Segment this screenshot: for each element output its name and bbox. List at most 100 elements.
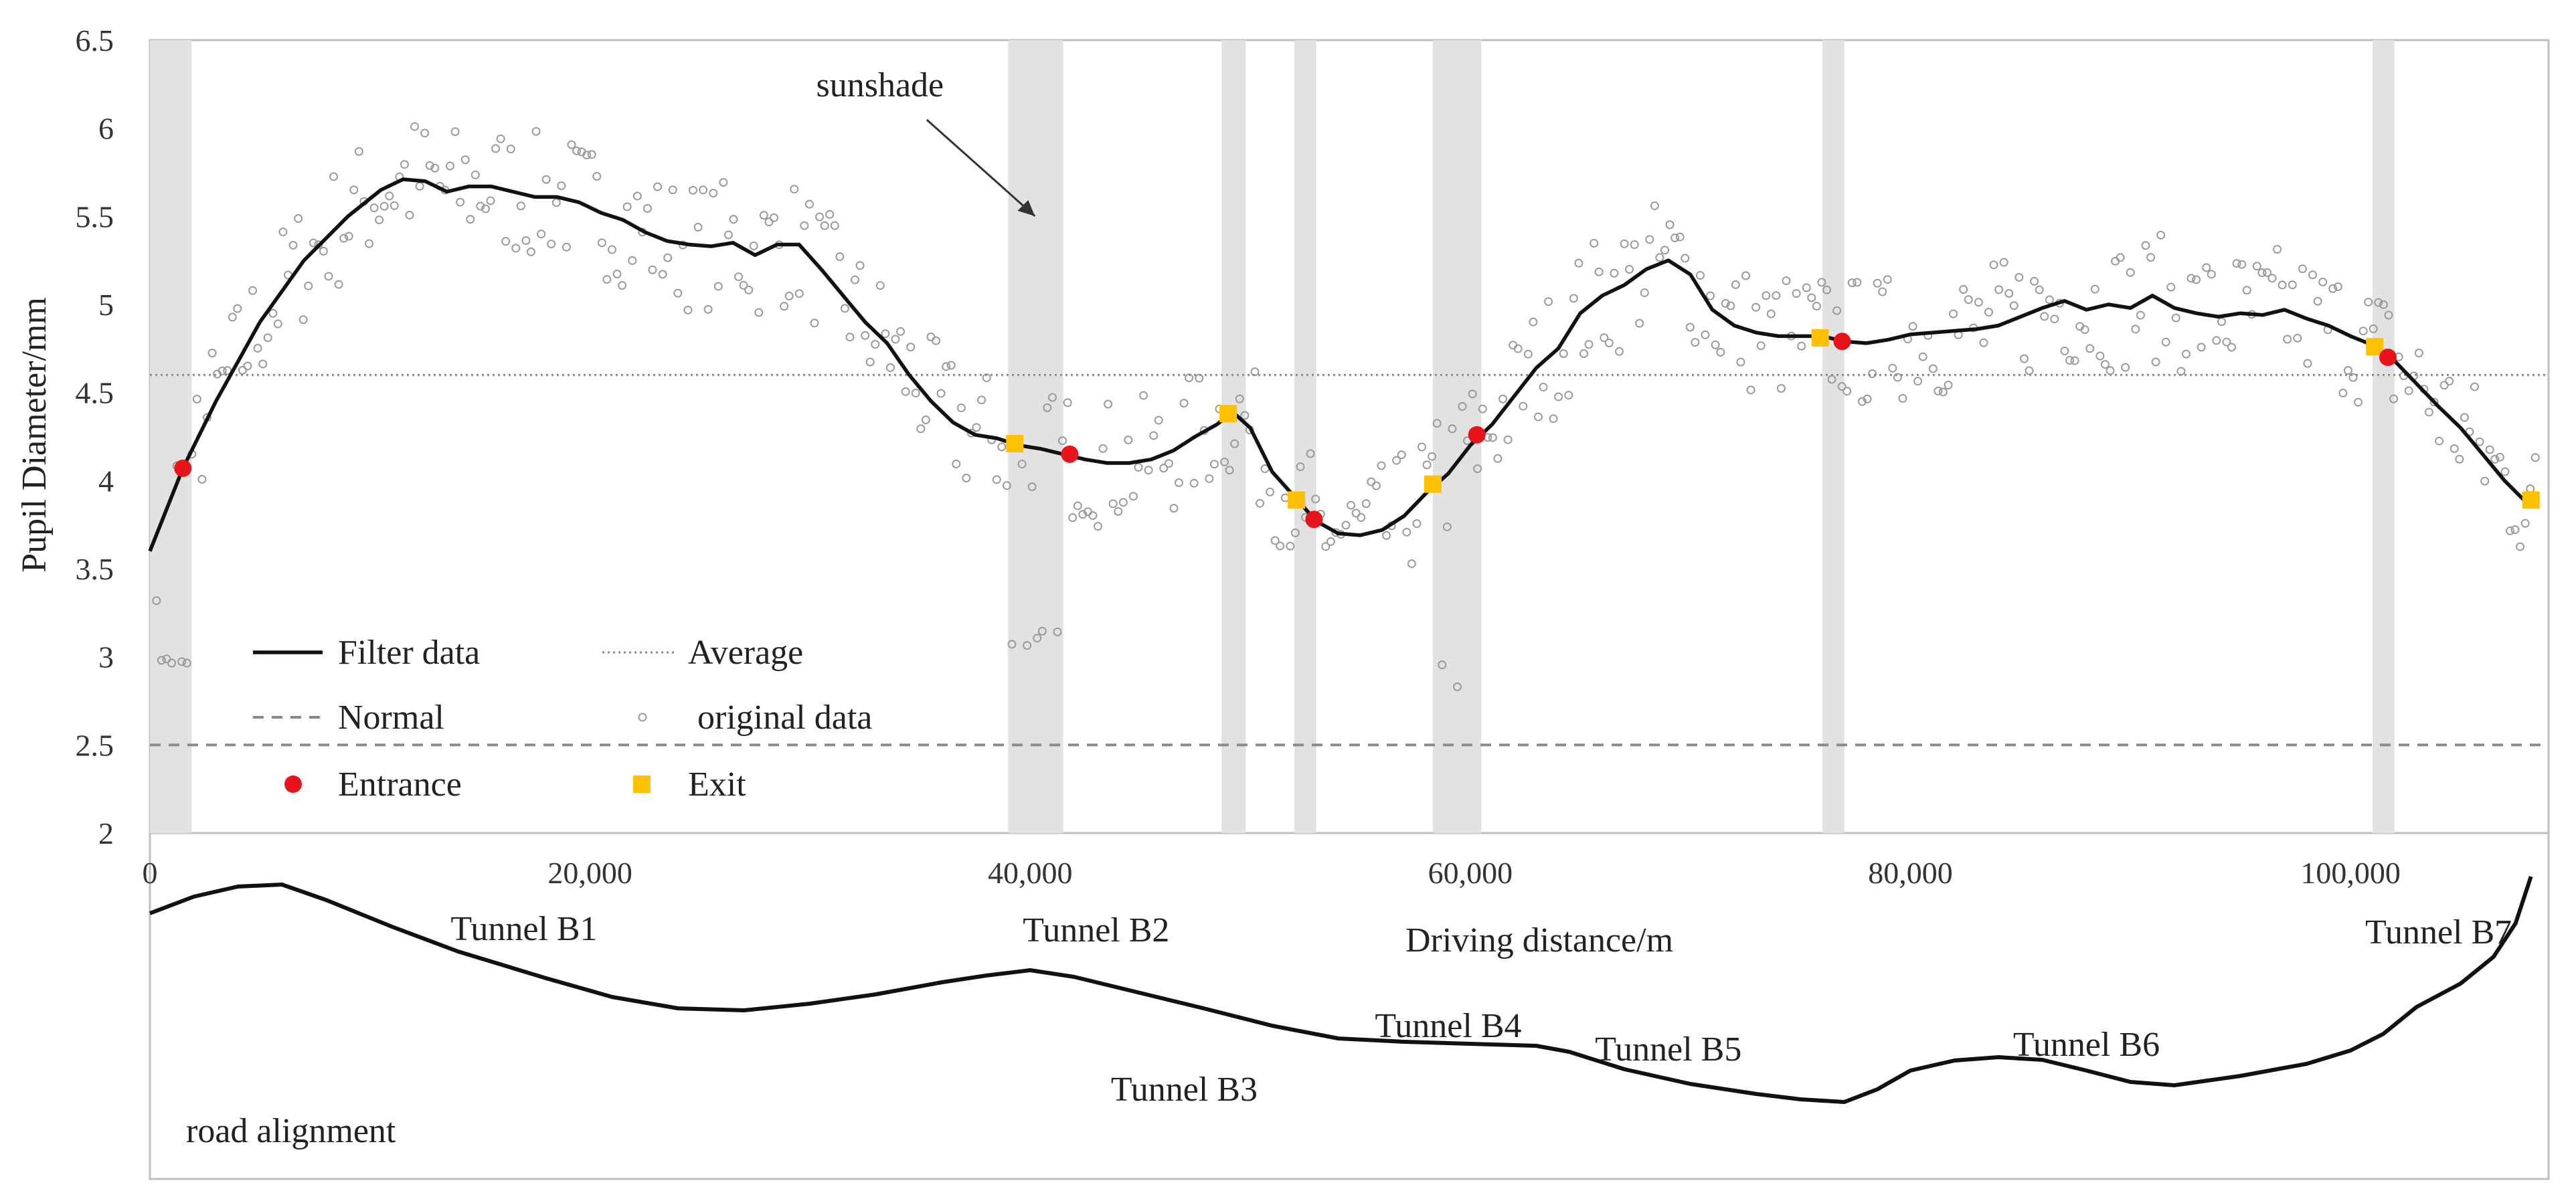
original-data-point <box>329 172 339 181</box>
original-data-point <box>2470 382 2480 391</box>
original-data-point <box>2242 286 2251 295</box>
original-data-point <box>1220 457 1229 466</box>
original-data-point <box>703 304 713 314</box>
original-data-point <box>167 658 177 668</box>
original-data-point <box>2040 312 2049 321</box>
x-tick-label: 0 <box>143 856 158 890</box>
y-tick-label: 3 <box>98 640 114 674</box>
original-data-point <box>1928 364 1938 373</box>
original-data-point <box>977 395 986 405</box>
original-data-point <box>238 365 247 375</box>
original-data-point <box>1604 339 1614 348</box>
original-data-point <box>1513 344 1523 353</box>
original-data-point <box>2384 310 2393 320</box>
original-data-point <box>2116 253 2125 262</box>
original-data-point <box>2100 360 2110 369</box>
original-data-point <box>1979 338 1988 347</box>
legend-original-label: original data <box>697 699 872 737</box>
original-data-point <box>2348 373 2358 382</box>
original-data-point <box>516 201 525 211</box>
original-data-point <box>1290 528 1300 537</box>
original-data-point <box>1296 462 1305 472</box>
original-data-point <box>865 357 875 367</box>
legend-exit-swatch <box>633 775 651 793</box>
entrance-marker <box>1061 445 1079 463</box>
original-data-point <box>1509 341 1518 350</box>
original-data-point <box>491 144 501 153</box>
original-data-point <box>1736 357 1745 367</box>
original-data-point <box>1569 294 1578 303</box>
original-data-point <box>481 204 490 213</box>
original-data-point <box>1033 634 1042 643</box>
original-data-point <box>1853 278 1862 287</box>
original-data-point <box>531 126 541 136</box>
original-data-point <box>1235 394 1244 403</box>
original-data-point <box>1822 285 1832 294</box>
road-alignment: Tunnel B1 Tunnel B2 Tunnel B3 Tunnel B4 Tunn… <box>149 876 2533 1150</box>
original-data-point <box>2445 377 2454 386</box>
original-data-point <box>2161 337 2170 347</box>
x-tick-label: 40,000 <box>988 856 1073 890</box>
original-data-point <box>946 361 956 370</box>
exit-marker <box>2366 338 2384 356</box>
original-data-point <box>298 315 308 325</box>
original-data-point <box>521 236 531 246</box>
original-data-point <box>486 196 495 205</box>
exit-marker <box>1219 405 1237 423</box>
x-tick-label: 60,000 <box>1428 856 1513 890</box>
y-tick-label: 3.5 <box>76 552 114 586</box>
original-data-point <box>1209 460 1219 469</box>
original-data-point <box>2202 263 2211 272</box>
original-data-point <box>2389 394 2399 403</box>
exit-marker <box>1288 491 1306 509</box>
original-data-point <box>258 359 268 369</box>
original-data-point <box>1053 627 1062 636</box>
original-data-point <box>688 185 697 195</box>
original-data-point <box>936 389 946 398</box>
original-data-point <box>177 657 187 666</box>
original-data-point <box>420 128 430 138</box>
original-data-point <box>693 223 703 232</box>
original-data-point <box>1590 238 1599 248</box>
original-data-point <box>1898 393 1907 403</box>
original-data-point <box>1027 482 1037 491</box>
original-data-point <box>218 366 227 375</box>
original-data-point <box>1959 285 1968 294</box>
original-data-point <box>1989 260 1998 270</box>
original-data-point <box>476 201 485 211</box>
original-data-point <box>1023 641 1032 650</box>
original-data-point <box>2095 351 2105 361</box>
original-data-point <box>1559 349 1568 358</box>
original-data-point <box>2227 343 2237 352</box>
original-data-point <box>390 201 399 210</box>
original-data-point <box>1037 626 1047 636</box>
original-data-point <box>1286 541 1295 551</box>
original-data-point <box>1630 240 1639 250</box>
original-data-point <box>1351 509 1361 518</box>
original-data-point <box>653 182 663 191</box>
original-data-point <box>1442 522 1452 531</box>
original-data-point <box>2510 525 2520 535</box>
legend-average-label: Average <box>688 634 803 672</box>
original-data-point <box>972 423 981 432</box>
original-data-point <box>1999 258 2008 267</box>
original-data-point <box>294 214 303 223</box>
original-data-point <box>1488 433 1497 442</box>
original-data-point <box>1256 498 1265 508</box>
original-data-point <box>562 242 571 252</box>
original-data-point <box>2379 300 2388 309</box>
original-data-point <box>1468 389 1477 399</box>
original-data-point <box>1189 478 1199 488</box>
original-data-point <box>1230 439 1239 448</box>
original-data-point <box>1519 401 1528 411</box>
sunshade-arrowhead <box>1017 200 1035 216</box>
original-data-point <box>952 459 961 468</box>
original-data-point <box>2308 270 2318 280</box>
original-data-point <box>1984 308 1994 317</box>
original-data-point <box>506 145 515 154</box>
original-data-point <box>2369 324 2378 333</box>
original-data-point <box>1432 419 1442 428</box>
original-data-point <box>784 291 794 300</box>
original-data-point <box>800 221 809 230</box>
y-tick-label: 4.5 <box>76 376 114 410</box>
